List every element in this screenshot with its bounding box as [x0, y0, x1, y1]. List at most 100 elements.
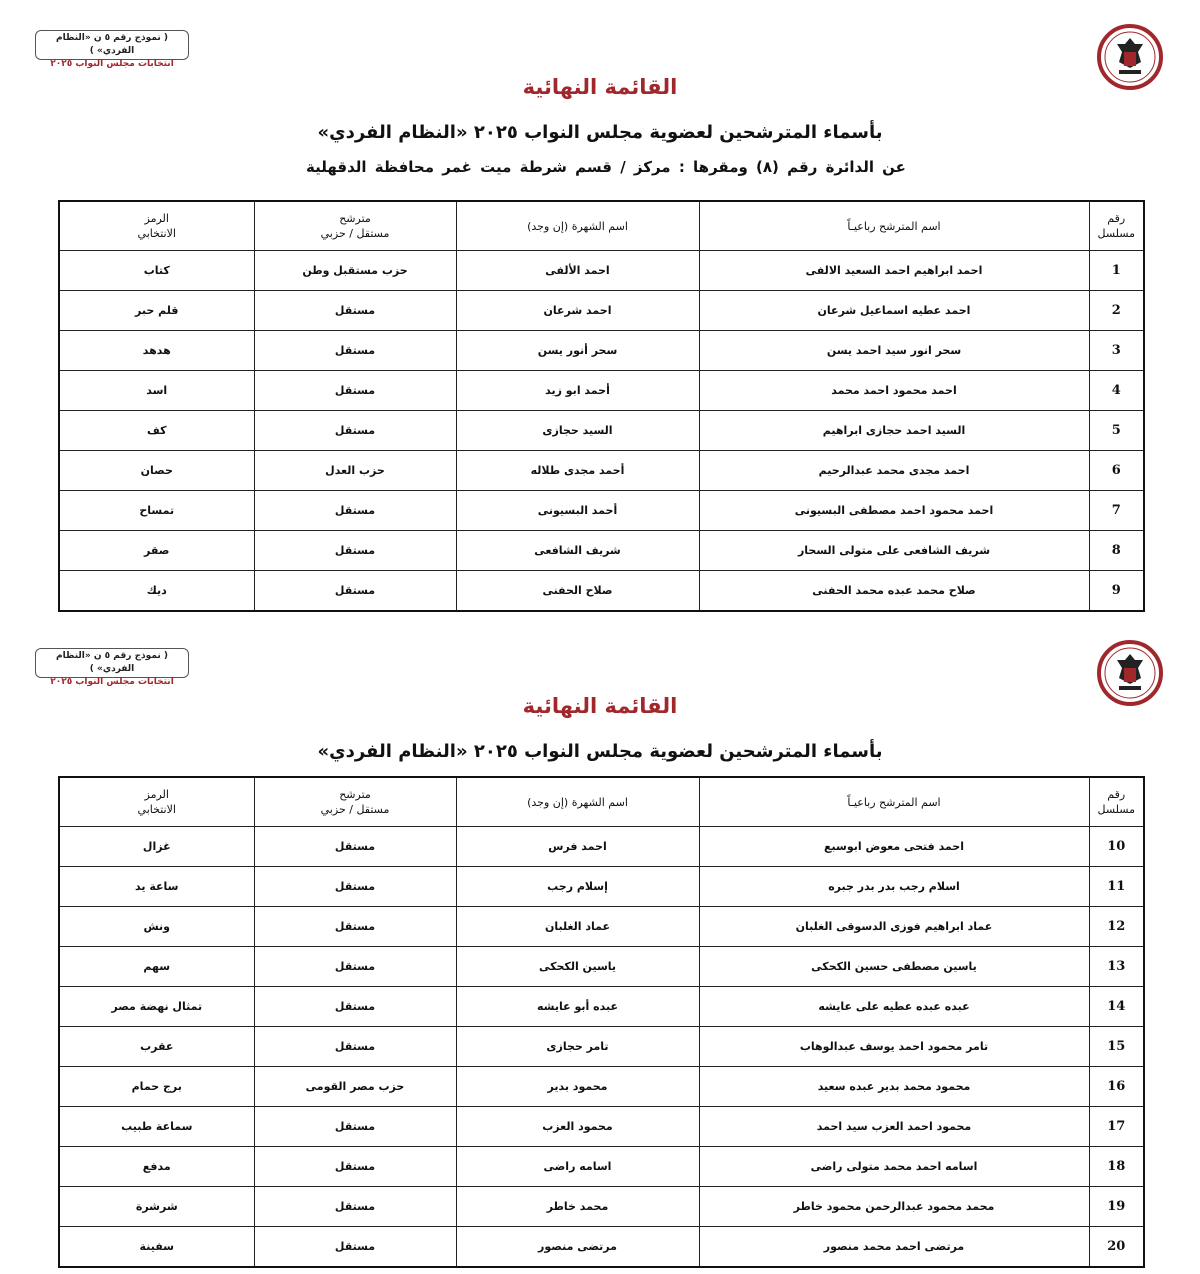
serial-cell: 3	[1088, 330, 1145, 371]
table-row: 7 احمد محمود احمد مصطفى البسيونى أحمد البس…	[58, 490, 1145, 531]
form-number-box: ( نموذج رقم ٥ ن «النظام الفردي» ) انتخاب…	[35, 30, 189, 69]
form-number-box: ( نموذج رقم ٥ ن «النظام الفردي» ) انتخاب…	[35, 648, 189, 687]
header-nickname: اسم الشهرة (إن وجد)	[455, 200, 700, 251]
table-row: 3 سحر انور سيد احمد يسن سحر أنور يسن مستقل ه…	[58, 330, 1145, 371]
candidate-type-cell: مستقل	[253, 906, 457, 947]
form-number-line: ( نموذج رقم ٥ ن «النظام الفردي» )	[56, 33, 168, 56]
symbol-cell: قلم حبر	[58, 290, 255, 331]
table-row: 13 ياسين مصطفى حسين الكحكى ياسين الكحكى مست…	[58, 946, 1145, 987]
serial-cell: 15	[1088, 1026, 1145, 1067]
table-row: 15 تامر محمود احمد يوسف عبدالوهاب تامر حجا…	[58, 1026, 1145, 1067]
document-title: القائمة النهائية	[522, 75, 678, 99]
symbol-cell: شرشرة	[58, 1186, 255, 1227]
serial-cell: 10	[1088, 826, 1145, 867]
nickname-cell: محمد خاطر	[455, 1186, 700, 1227]
candidate-type-cell: مستقل	[253, 946, 457, 987]
header-full-name: اسم المترشح رباعيـاً	[698, 776, 1090, 827]
candidate-type-cell: مستقل	[253, 330, 457, 371]
document-subtitle: بأسماء المترشحين لعضوية مجلس النواب ٢٠٢٥…	[317, 741, 883, 762]
candidate-type-cell: حزب مصر القومى	[253, 1066, 457, 1107]
nickname-cell: اسامه راضى	[455, 1146, 700, 1187]
serial-cell: 16	[1088, 1066, 1145, 1107]
serial-cell: 1	[1088, 250, 1145, 291]
symbol-cell: تمثال نهضة مصر	[58, 986, 255, 1027]
header-serial: رقم مسلسل	[1088, 200, 1145, 251]
nickname-cell: أحمد البسيونى	[455, 490, 700, 531]
nickname-cell: أحمد ابو زيد	[455, 370, 700, 411]
serial-cell: 17	[1088, 1106, 1145, 1147]
symbol-cell: ديك	[58, 570, 255, 612]
header-serial: رقم مسلسل	[1088, 776, 1145, 827]
table-row: 19 محمد محمود عبدالرحمن محمود خاطر محمد خا…	[58, 1186, 1145, 1227]
header-candidate-type: مترشح مستقل / حزبي	[253, 200, 457, 251]
table-row: 12 عماد ابراهيم فوزى الدسوقى الغلبان عماد …	[58, 906, 1145, 947]
full-name-cell: احمد مجدى محمد عبدالرحيم	[698, 450, 1090, 491]
symbol-cell: ونش	[58, 906, 255, 947]
serial-cell: 8	[1088, 530, 1145, 571]
nickname-cell: سحر أنور يسن	[455, 330, 700, 371]
symbol-cell: حصان	[58, 450, 255, 491]
symbol-cell: ساعة يد	[58, 866, 255, 907]
symbol-cell: صقر	[58, 530, 255, 571]
full-name-cell: عماد ابراهيم فوزى الدسوقى الغلبان	[698, 906, 1090, 947]
table-header-row: رقم مسلسل اسم المترشح رباعيـاً اسم الشهرة…	[58, 200, 1145, 251]
table-row: 10 احمد فتحى معوض ابوسبع احمد فرس مستقل غزال	[58, 826, 1145, 867]
symbol-cell: هدهد	[58, 330, 255, 371]
full-name-cell: السيد احمد حجازى ابراهيم	[698, 410, 1090, 451]
national-election-authority-logo	[1097, 24, 1163, 90]
candidate-type-cell: مستقل	[253, 410, 457, 451]
candidate-type-cell: مستقل	[253, 530, 457, 571]
election-name-line: انتخابات مجلس النواب ٢٠٢٥	[50, 59, 174, 69]
district-line: عن الدائرة رقم (٨) ومقرها : مركز / قسم ش…	[306, 158, 906, 176]
full-name-cell: مرتضى احمد محمد منصور	[698, 1226, 1090, 1268]
header-candidate-type: مترشح مستقل / حزبي	[253, 776, 457, 827]
full-name-cell: اسلام رجب بدر بدر جبره	[698, 866, 1090, 907]
nickname-cell: أحمد مجدى طلاله	[455, 450, 700, 491]
full-name-cell: ياسين مصطفى حسين الكحكى	[698, 946, 1090, 987]
symbol-cell: كتاب	[58, 250, 255, 291]
table-row: 14 عبده عبده عطيه على عايشه عبده أبو عايشه…	[58, 986, 1145, 1027]
nickname-cell: عبده أبو عايشه	[455, 986, 700, 1027]
candidate-type-cell: مستقل	[253, 570, 457, 612]
election-name-line: انتخابات مجلس النواب ٢٠٢٥	[50, 677, 174, 687]
candidate-type-cell: مستقل	[253, 490, 457, 531]
document-title: القائمة النهائية	[522, 694, 678, 718]
table-row: 5 السيد احمد حجازى ابراهيم السيد حجازى مستق…	[58, 410, 1145, 451]
nickname-cell: محمود بدير	[455, 1066, 700, 1107]
candidate-type-cell: مستقل	[253, 1186, 457, 1227]
serial-cell: 2	[1088, 290, 1145, 331]
header-nickname: اسم الشهرة (إن وجد)	[455, 776, 700, 827]
nickname-cell: احمد فرس	[455, 826, 700, 867]
serial-cell: 13	[1088, 946, 1145, 987]
nickname-cell: احمد الألفى	[455, 250, 700, 291]
nickname-cell: مرتضى منصور	[455, 1226, 700, 1268]
table-row: 11 اسلام رجب بدر بدر جبره إسلام رجب مستقل سا…	[58, 866, 1145, 907]
serial-cell: 11	[1088, 866, 1145, 907]
nickname-cell: إسلام رجب	[455, 866, 700, 907]
symbol-cell: تمساح	[58, 490, 255, 531]
full-name-cell: اسامه احمد محمد متولى راضى	[698, 1146, 1090, 1187]
serial-cell: 18	[1088, 1146, 1145, 1187]
symbol-cell: سماعة طبيب	[58, 1106, 255, 1147]
nickname-cell: السيد حجازى	[455, 410, 700, 451]
nickname-cell: محمود العزب	[455, 1106, 700, 1147]
full-name-cell: احمد عطيه اسماعيل شرعان	[698, 290, 1090, 331]
candidates-table-2: رقم مسلسل اسم المترشح رباعيـاً اسم الشهرة…	[58, 776, 1145, 1268]
full-name-cell: محمود محمد بدير عبده سعيد	[698, 1066, 1090, 1107]
candidate-type-cell: مستقل	[253, 1226, 457, 1268]
candidate-type-cell: مستقل	[253, 370, 457, 411]
serial-cell: 6	[1088, 450, 1145, 491]
candidate-type-cell: مستقل	[253, 826, 457, 867]
serial-cell: 4	[1088, 370, 1145, 411]
full-name-cell: احمد ابراهيم احمد السعيد الالفى	[698, 250, 1090, 291]
full-name-cell: عبده عبده عطيه على عايشه	[698, 986, 1090, 1027]
nickname-cell: صلاح الحفنى	[455, 570, 700, 612]
symbol-cell: عقرب	[58, 1026, 255, 1067]
header-symbol: الرمز الانتخابي	[58, 776, 255, 827]
national-election-authority-logo	[1097, 640, 1163, 706]
table-row: 16 محمود محمد بدير عبده سعيد محمود بدير حزب…	[58, 1066, 1145, 1107]
serial-cell: 5	[1088, 410, 1145, 451]
serial-cell: 7	[1088, 490, 1145, 531]
nickname-cell: ياسين الكحكى	[455, 946, 700, 987]
